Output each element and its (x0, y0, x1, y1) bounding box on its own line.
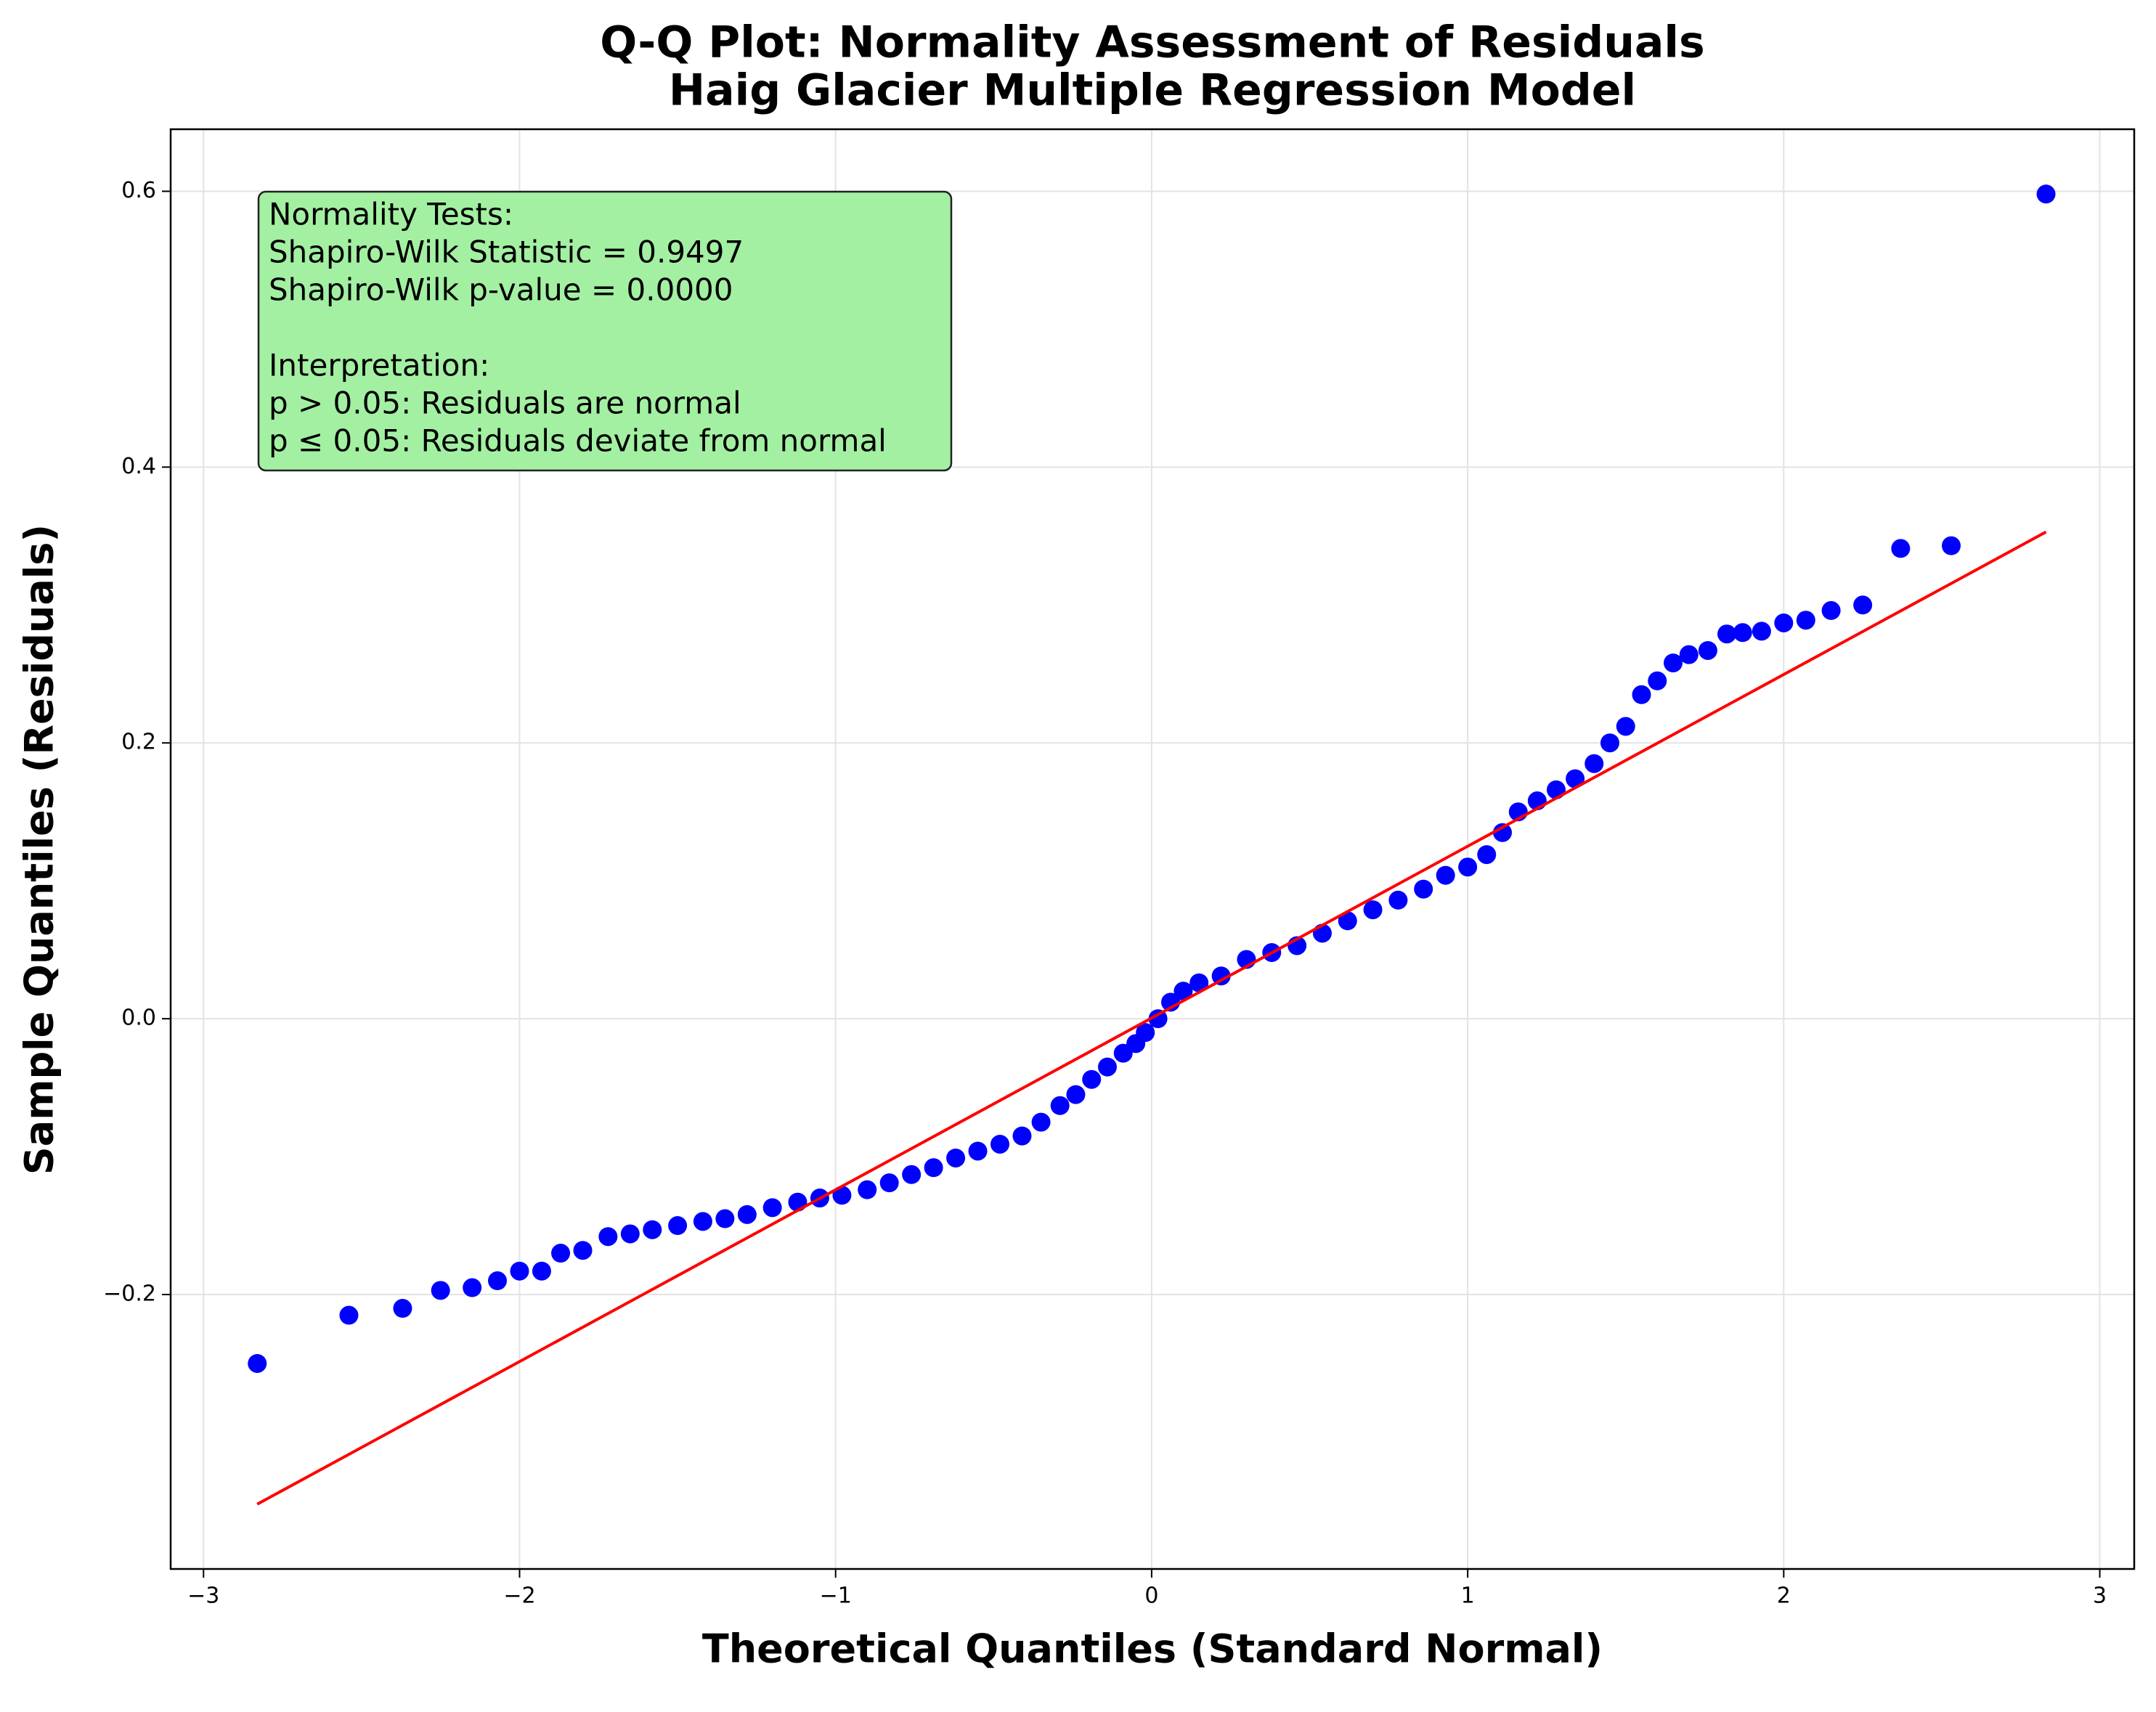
point (1891, 539, 1911, 558)
point (968, 1141, 988, 1161)
point (924, 1158, 943, 1178)
point (1363, 900, 1383, 920)
point (946, 1148, 966, 1167)
point (1585, 754, 1604, 773)
point (1388, 890, 1408, 910)
point (1012, 1126, 1032, 1146)
fit-line (256, 530, 2047, 1506)
x-tick-label: −3 (187, 1583, 219, 1609)
point (1082, 1069, 1102, 1089)
x-tick-label: −1 (820, 1583, 852, 1609)
point (1616, 717, 1635, 736)
point (1414, 879, 1433, 899)
point (902, 1165, 922, 1184)
point (643, 1220, 662, 1239)
point (1566, 769, 1585, 788)
annotation-text: Normality Tests: (269, 197, 513, 232)
point (551, 1244, 571, 1263)
point (532, 1261, 551, 1281)
annotation-text: Shapiro-Wilk Statistic = 0.9497 (269, 235, 744, 270)
point (1148, 1009, 1168, 1029)
x-tick-label: 2 (1777, 1583, 1791, 1609)
point (1600, 733, 1619, 753)
point (1066, 1085, 1086, 1104)
point (879, 1173, 899, 1193)
point (1546, 780, 1566, 799)
point (1211, 966, 1231, 986)
y-axis-label: Sample Quantiles (Residuals) (17, 524, 62, 1175)
point (1161, 992, 1181, 1012)
point (1458, 857, 1478, 877)
point (1189, 973, 1209, 992)
point (1796, 611, 1815, 630)
point (1942, 536, 1961, 555)
point (1493, 823, 1513, 842)
point (1752, 621, 1771, 641)
point (858, 1180, 877, 1199)
point (668, 1216, 688, 1236)
chart-title: Haig Glacier Multiple Regression Model (669, 65, 1636, 116)
point (573, 1241, 593, 1260)
x-tick-label: 1 (1461, 1583, 1475, 1609)
point (1698, 640, 1717, 660)
point (431, 1281, 450, 1300)
point (1853, 595, 1873, 615)
point (1436, 865, 1455, 885)
point (1648, 671, 1667, 690)
point (510, 1261, 529, 1281)
x-tick-label: −2 (503, 1583, 535, 1609)
point (1821, 600, 1841, 620)
point (1632, 685, 1651, 704)
annotation-text: Shapiro-Wilk p-value = 0.0000 (269, 272, 733, 308)
x-tick-label: 0 (1144, 1583, 1158, 1609)
x-tick-label: 3 (2093, 1583, 2107, 1609)
plot-frame (169, 128, 2136, 1570)
point (393, 1299, 412, 1318)
point (1733, 623, 1752, 643)
point (1031, 1112, 1051, 1132)
point (598, 1227, 618, 1247)
point (990, 1134, 1010, 1154)
point (1477, 845, 1497, 865)
y-tick-label: 0.0 (121, 1006, 156, 1031)
annotation-text: p > 0.05: Residuals are normal (269, 386, 741, 421)
y-tick-label: −0.2 (103, 1281, 156, 1307)
point (693, 1212, 712, 1231)
point (1050, 1096, 1070, 1115)
point (1717, 624, 1737, 644)
point (1173, 982, 1193, 1001)
point (339, 1305, 359, 1325)
point (488, 1271, 508, 1291)
point (1338, 911, 1357, 931)
point (1097, 1057, 1117, 1077)
point (1136, 1023, 1155, 1043)
point (620, 1224, 640, 1244)
x-axis-label: Theoretical Quantiles (Standard Normal) (702, 1626, 1603, 1672)
y-tick-label: 0.4 (121, 454, 156, 479)
point (2036, 184, 2056, 204)
y-tick-label: 0.2 (121, 730, 156, 755)
point (788, 1192, 808, 1212)
annotation-text: p ≤ 0.05: Residuals deviate from normal (269, 423, 887, 459)
annotation-text: Interpretation: (269, 348, 489, 383)
point (463, 1278, 482, 1297)
annotation: Normality Tests:Shapiro-Wilk Statistic =… (257, 190, 953, 472)
point (1679, 645, 1699, 664)
point (1664, 653, 1683, 673)
point (762, 1198, 782, 1218)
point (248, 1353, 267, 1373)
point (1774, 613, 1794, 632)
y-tick-label: 0.6 (121, 178, 156, 203)
chart-title: Q-Q Plot: Normality Assessment of Residu… (600, 17, 1704, 68)
annotation-box (257, 190, 953, 472)
point (715, 1209, 735, 1228)
point (737, 1204, 757, 1224)
